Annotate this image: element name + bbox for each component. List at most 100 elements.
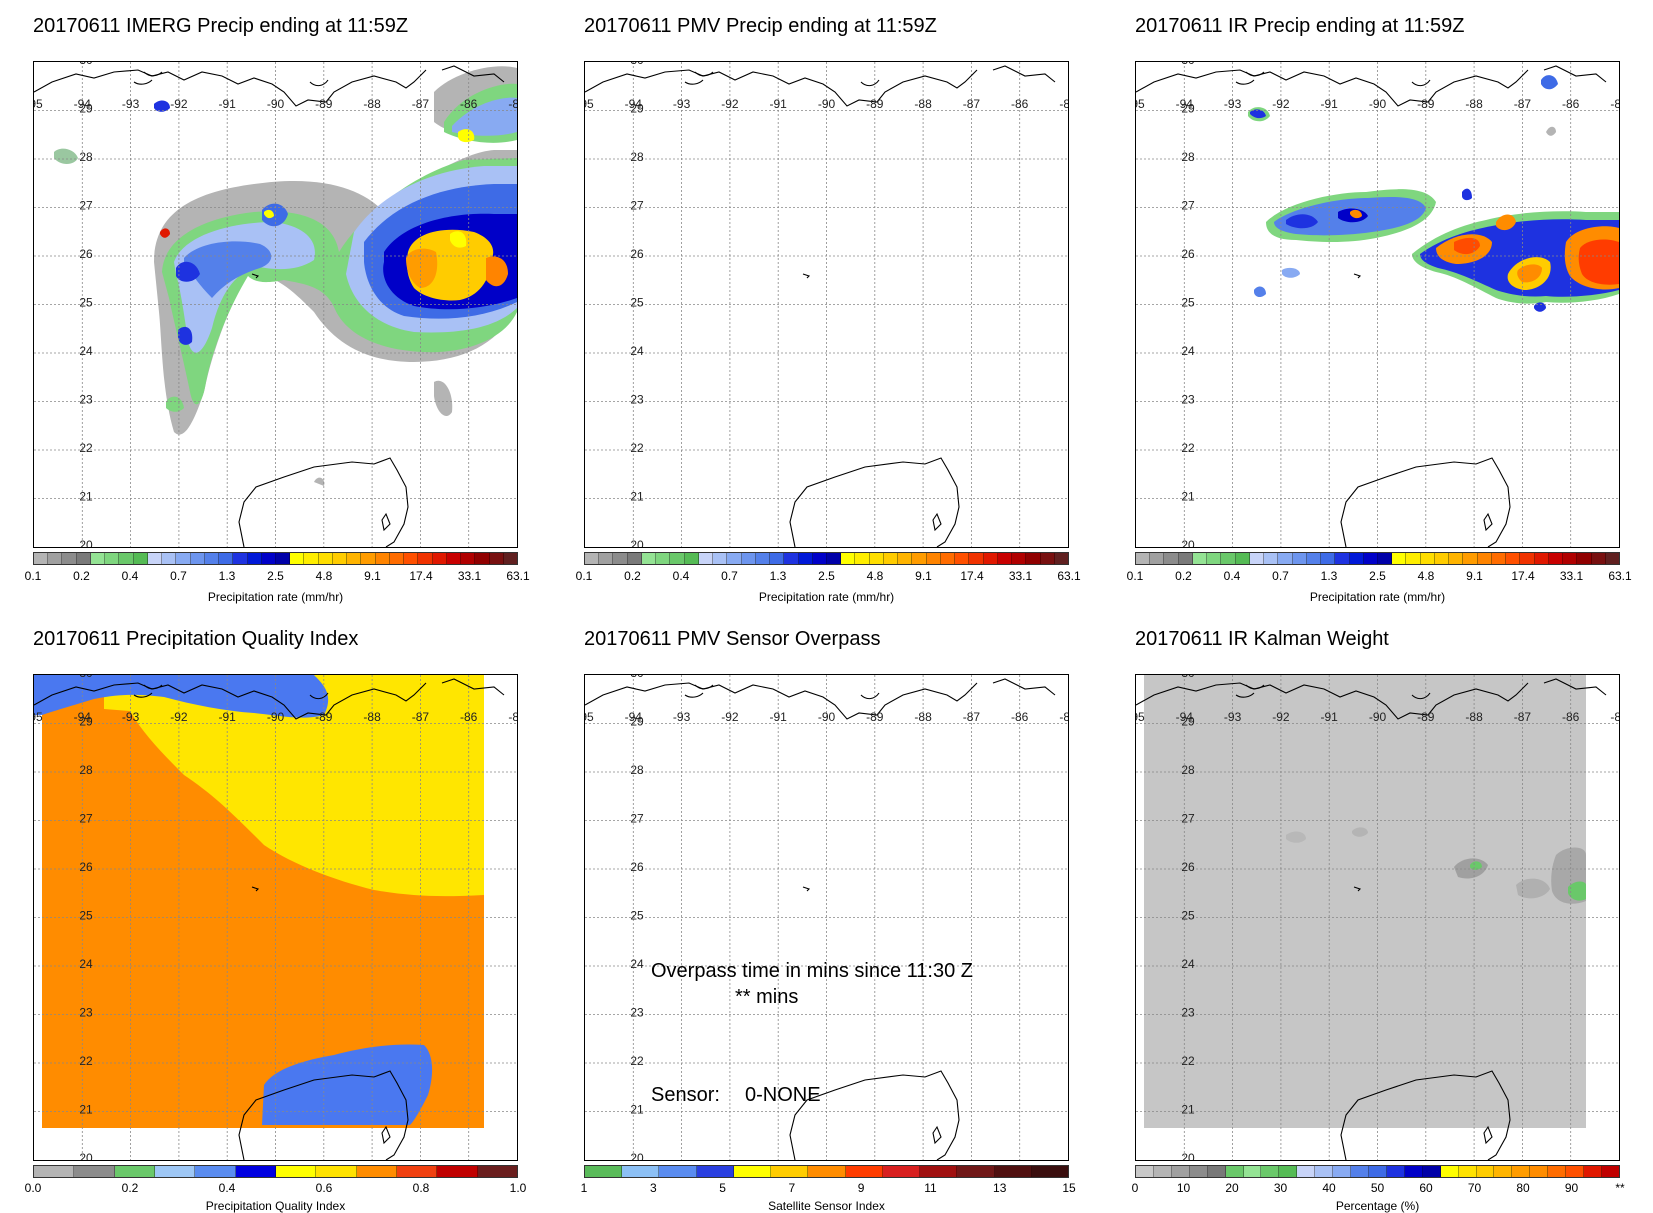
- lon-label: -88: [363, 710, 381, 724]
- lon-label: -85: [508, 710, 517, 724]
- colorbar-tick-label: 2.5: [818, 569, 835, 583]
- colorbar-swatch: [114, 1166, 155, 1177]
- colorbar-tick-label: 2.5: [1369, 569, 1386, 583]
- colorbar-swatch: [503, 553, 517, 564]
- lat-label: 24: [79, 957, 93, 971]
- quality-low-zone: [262, 1044, 433, 1125]
- colorbar-tick-label: 4.8: [866, 569, 884, 583]
- lat-label: 24: [630, 957, 644, 971]
- map-canvas: -95 -94 -93 -92 -91 -90 -89 -88 -87 -86 -85 30 29 28 2…: [34, 62, 517, 547]
- colorbar-swatch: [1306, 553, 1322, 564]
- graticule: [34, 62, 517, 547]
- colorbar-swatch: [1264, 553, 1279, 564]
- lon-label: -85: [1610, 710, 1619, 724]
- colorbar-swatch: [698, 553, 714, 564]
- lon-label: -86: [460, 710, 478, 724]
- precip-area: [264, 209, 274, 219]
- map-canvas: -95 -94 -93 -92 -91 -90 -89 -88 -87 -86 -85 30 29 28 2…: [585, 675, 1068, 1160]
- lat-label: 28: [1181, 150, 1195, 164]
- precip-area: [1516, 878, 1550, 899]
- colorbar-tick-label: 0.1: [1126, 569, 1144, 583]
- lat-label: 22: [1181, 441, 1195, 455]
- colorbar-tick-label: 0: [1131, 1181, 1139, 1195]
- panel-title: 20170611 IR Precip ending at 11:59Z: [1135, 15, 1465, 37]
- colorbar-swatch: [195, 1166, 236, 1177]
- colorbar-tick-label: 0.4: [672, 569, 690, 583]
- colorbar-swatch: [475, 553, 490, 564]
- sensor-colorbar: [584, 1165, 1069, 1178]
- colorbar-swatch: [1386, 1166, 1405, 1177]
- lat-label: 21: [630, 490, 644, 504]
- colorbar-swatch: [940, 553, 956, 564]
- colorbar-tick-label: 40: [1322, 1181, 1336, 1195]
- colorbar-swatch: [912, 553, 927, 564]
- precip-area: [314, 477, 325, 486]
- lon-label: -88: [1465, 97, 1483, 111]
- colorbar-swatch: [361, 553, 376, 564]
- colorbar-swatch: [1351, 1166, 1369, 1177]
- colorbar-tick-label: 1.3: [1320, 569, 1338, 583]
- colorbar-swatch: [1563, 553, 1578, 564]
- colorbar-tick-label: 3: [649, 1181, 657, 1195]
- lon-label: -88: [914, 97, 932, 111]
- lat-label: 23: [79, 1006, 93, 1020]
- lon-label: -93: [1224, 710, 1242, 724]
- colorbar-swatch: [1440, 1166, 1459, 1177]
- colorbar-swatch: [1548, 553, 1564, 564]
- colorbar-swatch: [1591, 553, 1606, 564]
- lat-label: 20: [79, 538, 93, 547]
- precip-area: [1462, 188, 1472, 201]
- colorbar-swatch: [1178, 553, 1193, 564]
- colorbar-ticks: 0.1 0.2 0.4 0.7 1.3 2.5 4.8 9.1 17.4 33.1 63.1: [25, 569, 530, 583]
- lon-label: -94: [1176, 97, 1194, 111]
- axis-labels: -95 -94 -93 -92 -91 -90 -89 -88 -87 -86 -85 30 29 28 2…: [34, 62, 517, 547]
- colorbar-swatch: [727, 553, 742, 564]
- precip-colorbar: [1135, 552, 1620, 565]
- lat-label: 22: [630, 441, 644, 455]
- colorbar-tick-label: 0.7: [721, 569, 738, 583]
- colorbar-swatch: [656, 553, 671, 564]
- precip-field: [54, 66, 517, 486]
- graticule: [585, 62, 1068, 547]
- lat-label: 30: [1181, 675, 1195, 680]
- colorbar-tick-label: 0.4: [121, 569, 139, 583]
- precip-area: [166, 396, 184, 412]
- colorbar-swatch: [437, 1166, 478, 1177]
- precip-area: [1568, 881, 1586, 901]
- lat-label: 30: [630, 62, 644, 67]
- colorbar-tick-label: 30: [1273, 1181, 1288, 1195]
- lon-label: -86: [1011, 710, 1029, 724]
- colorbar-swatch: [105, 553, 120, 564]
- colorbar-ticks: 1 3 5 7 9 11 13 15: [581, 1181, 1076, 1195]
- colorbar-swatch: [613, 553, 628, 564]
- colorbar-swatch: [34, 553, 49, 564]
- colorbar-swatch: [1420, 553, 1435, 564]
- colorbar-tick-label: 17.4: [1511, 569, 1535, 583]
- lat-label: 28: [630, 150, 644, 164]
- lat-label: 26: [1181, 860, 1195, 874]
- colorbar-swatch: [1363, 553, 1378, 564]
- kalman-colorbar: [1135, 1165, 1620, 1178]
- lat-label: 30: [79, 62, 93, 67]
- lat-label: 24: [1181, 344, 1195, 358]
- lon-label: -87: [963, 97, 981, 111]
- lon-label: -93: [673, 97, 691, 111]
- colorbar-tick-label: 60: [1419, 1181, 1433, 1195]
- lat-label: 21: [79, 490, 93, 504]
- colorbar-swatch: [404, 553, 419, 564]
- lon-label: -92: [1272, 710, 1290, 724]
- colorbar-swatch: [784, 553, 799, 564]
- colorbar-tick-label: 1.3: [769, 569, 787, 583]
- colorbar-tick-label: 5: [719, 1181, 726, 1195]
- colorbar-swatch: [275, 553, 291, 564]
- precip-area: [452, 97, 517, 136]
- colorbar-swatch: [446, 553, 462, 564]
- colorbar-swatch: [1458, 1166, 1477, 1177]
- precip-area: [262, 203, 288, 227]
- colorbar-swatch: [1534, 553, 1549, 564]
- lon-label: -94: [74, 710, 92, 724]
- map-canvas: -95 -94 -93 -92 -91 -90 -89 -88 -87 -86 -85 30 29 28 2…: [585, 62, 1068, 547]
- colorbar-swatch: [969, 553, 984, 564]
- axis-labels: -95 -94 -93 -92 -91 -90 -89 -88 -87 -86 -85 30 29 28 2…: [585, 62, 1068, 547]
- lon-label: -90: [818, 97, 836, 111]
